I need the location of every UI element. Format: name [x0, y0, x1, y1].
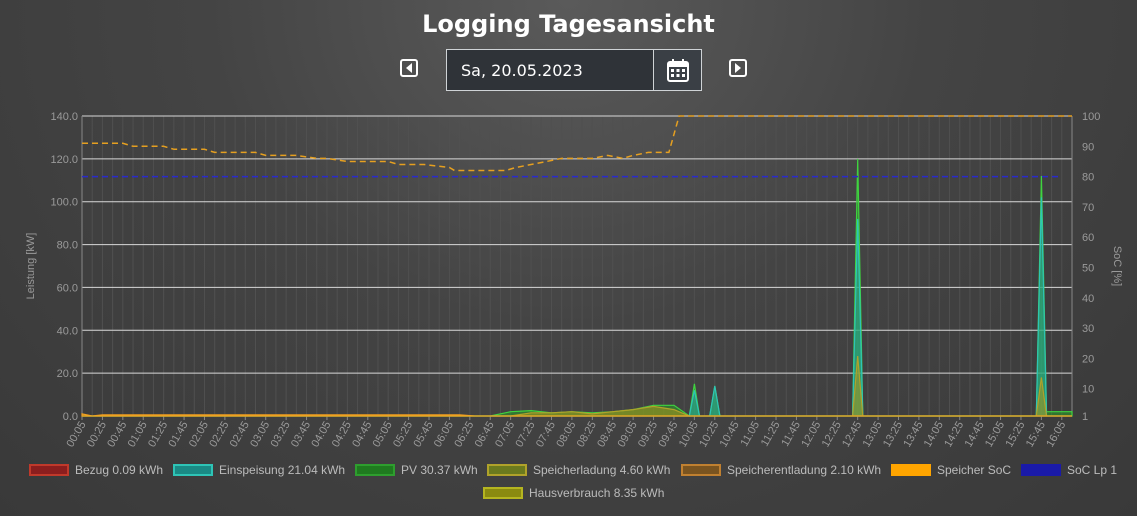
- y2-tick-label: 90: [1082, 141, 1094, 153]
- legend-label: Speicherentladung 2.10 kWh: [727, 463, 881, 477]
- legend-label: SoC Lp 1: [1067, 463, 1117, 477]
- x-tick-label: 08:05: [554, 420, 578, 450]
- x-tick-label: 14:05: [922, 420, 946, 450]
- x-tick-label: 12:25: [820, 420, 844, 450]
- x-tick-label: 15:05: [983, 420, 1007, 450]
- x-tick-label: 01:45: [167, 420, 191, 450]
- y2-tick-label: 70: [1082, 202, 1094, 214]
- x-tick-label: 09:25: [636, 420, 660, 450]
- legend-item[interactable]: Speicherladung 4.60 kWh: [487, 463, 670, 477]
- x-tick-label: 04:45: [350, 420, 374, 450]
- x-tick-label: 05:05: [371, 420, 395, 450]
- x-tick-label: 02:05: [187, 420, 211, 450]
- legend-label: Hausverbrauch 8.35 kWh: [529, 486, 664, 500]
- legend-swatch: [355, 464, 395, 476]
- y2-tick-label: 60: [1082, 232, 1094, 244]
- x-tick-label: 00:45: [105, 420, 129, 450]
- x-tick-label: 12:45: [840, 420, 864, 450]
- legend-swatch: [29, 464, 69, 476]
- series-speicher-soc: [82, 116, 1072, 171]
- legend-swatch: [487, 464, 527, 476]
- x-tick-label: 13:05: [861, 420, 885, 450]
- x-tick-label: 06:05: [432, 420, 456, 450]
- y2-tick-label: 50: [1082, 263, 1094, 275]
- x-tick-label: 04:05: [309, 420, 333, 450]
- x-tick-label: 10:45: [718, 420, 742, 450]
- legend-item[interactable]: Hausverbrauch 8.35 kWh: [483, 486, 664, 500]
- y-tick-label: 120.0: [50, 154, 78, 166]
- y-tick-label: 40.0: [57, 325, 78, 337]
- legend-swatch: [173, 464, 213, 476]
- x-tick-label: 00:25: [85, 420, 109, 450]
- x-tick-label: 01:25: [146, 420, 170, 450]
- legend-swatch: [891, 464, 931, 476]
- y2-tick-label: 1: [1082, 411, 1088, 423]
- legend-label: Speicherladung 4.60 kWh: [533, 463, 670, 477]
- x-tick-label: 15:25: [1003, 420, 1027, 450]
- x-tick-label: 15:45: [1024, 420, 1048, 450]
- y2-tick-label: 30: [1082, 323, 1094, 335]
- legend-item[interactable]: Speicher SoC: [891, 463, 1011, 477]
- legend-swatch: [483, 487, 523, 499]
- x-tick-label: 02:25: [207, 420, 231, 450]
- x-tick-label: 06:25: [452, 420, 476, 450]
- legend-item[interactable]: PV 30.37 kWh: [355, 463, 478, 477]
- series-einspeisung: [82, 197, 1072, 416]
- y-tick-label: 60.0: [57, 282, 78, 294]
- x-tick-label: 11:25: [759, 420, 783, 449]
- legend-label: PV 30.37 kWh: [401, 463, 478, 477]
- x-tick-label: 13:45: [901, 420, 925, 450]
- x-tick-label: 09:45: [656, 420, 680, 450]
- x-tick-label: 02:45: [228, 420, 252, 450]
- y2-tick-label: 80: [1082, 172, 1094, 184]
- x-tick-label: 05:45: [411, 420, 435, 450]
- x-tick-label: 07:25: [514, 420, 538, 450]
- legend-item[interactable]: Bezug 0.09 kWh: [29, 463, 163, 477]
- x-tick-label: 08:25: [575, 420, 599, 450]
- x-tick-label: 07:05: [493, 420, 517, 450]
- x-tick-label: 10:25: [697, 420, 721, 450]
- y2-tick-label: 20: [1082, 353, 1094, 365]
- x-tick-label: 14:45: [963, 420, 987, 450]
- x-tick-label: 03:45: [289, 420, 313, 450]
- legend-label: Bezug 0.09 kWh: [75, 463, 163, 477]
- x-tick-label: 01:05: [126, 420, 150, 450]
- legend-item[interactable]: Speicherentladung 2.10 kWh: [681, 463, 881, 477]
- x-tick-label: 10:05: [677, 420, 701, 450]
- x-tick-label: 03:25: [269, 420, 293, 450]
- y-axis-label: Leistung [kW]: [25, 233, 37, 300]
- legend-label: Einspeisung 21.04 kWh: [219, 463, 345, 477]
- x-tick-label: 03:05: [248, 420, 272, 450]
- y-tick-label: 80.0: [57, 240, 78, 252]
- y-tick-label: 100.0: [50, 197, 78, 209]
- x-tick-label: 13:25: [881, 420, 905, 450]
- x-tick-label: 11:05: [738, 420, 762, 449]
- y2-tick-label: 40: [1082, 293, 1094, 305]
- x-tick-label: 09:05: [616, 420, 640, 450]
- x-tick-label: 12:05: [799, 420, 823, 450]
- x-tick-label: 06:45: [473, 420, 497, 450]
- legend-item[interactable]: SoC Lp 1: [1021, 463, 1117, 477]
- series-speicherladung: [82, 356, 1072, 416]
- x-tick-label: 00:05: [64, 420, 88, 450]
- y-tick-label: 0.0: [63, 411, 78, 423]
- y2-axis-label: SoC [%]: [1111, 246, 1123, 286]
- y-tick-label: 20.0: [57, 368, 78, 380]
- y2-tick-label: 100: [1082, 111, 1100, 123]
- y2-tick-label: 10: [1082, 384, 1094, 396]
- x-tick-label: 04:25: [330, 420, 354, 450]
- y-tick-label: 140.0: [50, 111, 78, 123]
- legend-swatch: [681, 464, 721, 476]
- legend-swatch: [1021, 464, 1061, 476]
- x-tick-label: 14:25: [942, 420, 966, 450]
- x-tick-label: 16:05: [1044, 420, 1068, 450]
- x-tick-label: 07:45: [534, 420, 558, 450]
- legend-label: Speicher SoC: [937, 463, 1011, 477]
- x-tick-label: 08:45: [595, 420, 619, 450]
- legend-item[interactable]: Einspeisung 21.04 kWh: [173, 463, 345, 477]
- x-tick-label: 05:25: [391, 420, 415, 450]
